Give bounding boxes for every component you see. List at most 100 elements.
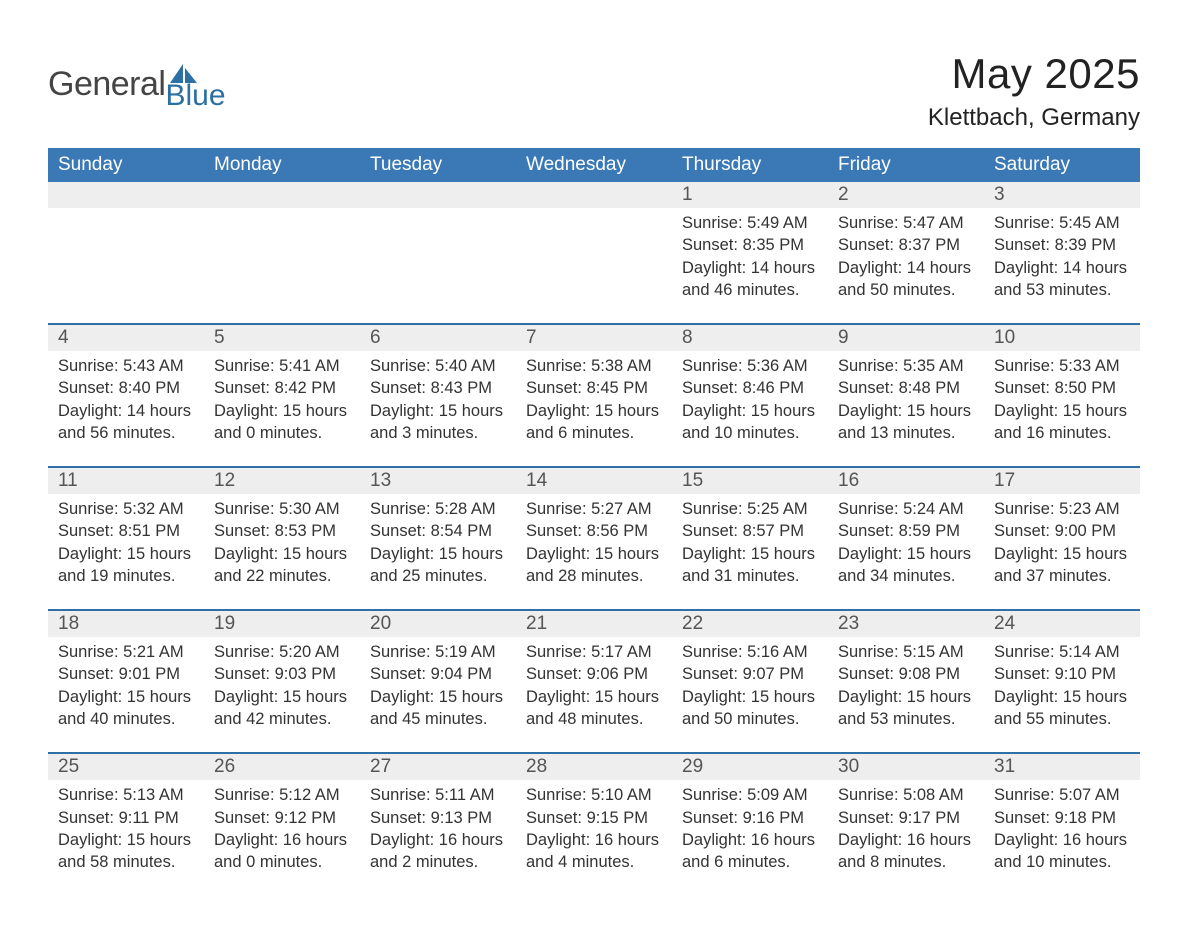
day-details: Sunrise: 5:24 AMSunset: 8:59 PMDaylight:…: [828, 498, 984, 587]
sunset-label: Sunset:: [370, 379, 426, 397]
day-details: Sunrise: 5:12 AMSunset: 9:12 PMDaylight:…: [204, 784, 360, 873]
day-number: 11: [48, 468, 204, 494]
location-label: Klettbach, Germany: [928, 104, 1140, 132]
daylight-line: Daylight: 15 hours and 22 minutes.: [214, 543, 354, 588]
sunset-value: 8:50 PM: [1055, 379, 1116, 397]
day-details: Sunrise: 5:16 AMSunset: 9:07 PMDaylight:…: [672, 641, 828, 730]
daylight-line: Daylight: 15 hours and 40 minutes.: [58, 686, 198, 731]
day-number: 9: [828, 325, 984, 351]
sunset-label: Sunset:: [682, 809, 738, 827]
sunset-value: 8:53 PM: [275, 522, 336, 540]
sunrise-value: 5:27 AM: [591, 500, 652, 518]
sunset-line: Sunset: 9:13 PM: [370, 807, 510, 829]
daylight-label: Daylight:: [838, 831, 902, 849]
sunrise-label: Sunrise:: [838, 786, 899, 804]
daylight-line: Daylight: 15 hours and 53 minutes.: [838, 686, 978, 731]
sunrise-line: Sunrise: 5:20 AM: [214, 641, 354, 663]
day-details: Sunrise: 5:08 AM Sunset: 9:17 PM Daylight:…: [828, 784, 984, 873]
sunset-value: 9:17 PM: [899, 809, 960, 827]
calendar-head: SundayMondayTuesdayWednesdayThursdayFrid…: [48, 148, 1140, 182]
daylight-label: Daylight:: [526, 688, 590, 706]
sunset-line: Sunset: 9:11 PM: [58, 807, 198, 829]
sunset-line: Sunset: 8:46 PM: [682, 377, 822, 399]
calendar-day-cell: 25Sunrise: 5:13 AMSunset: 9:11 PMDayligh…: [48, 753, 204, 895]
daylight-line: Daylight: 14 hours and 53 minutes.: [994, 257, 1134, 302]
day-number: 13: [360, 468, 516, 494]
daylight-line: Daylight: 15 hours and 58 minutes.: [58, 829, 198, 874]
sunrise-label: Sunrise:: [682, 357, 743, 375]
day-number: 12: [204, 468, 360, 494]
sunset-label: Sunset:: [838, 236, 894, 254]
sunset-value: 9:00 PM: [1055, 522, 1116, 540]
daylight-line: Daylight: 15 hours and 10 minutes.: [682, 400, 822, 445]
sunset-label: Sunset:: [214, 665, 270, 683]
day-number: 30: [828, 754, 984, 780]
sunset-line: Sunset: 8:57 PM: [682, 520, 822, 542]
day-details: Sunrise: 5:13 AMSunset: 9:11 PMDaylight:…: [48, 784, 204, 873]
sunset-line: Sunset: 9:18 PM: [994, 807, 1134, 829]
sunrise-value: 5:32 AM: [123, 500, 184, 518]
title-block: May 2025 Klettbach, Germany: [928, 50, 1140, 142]
sunset-line: Sunset: 8:56 PM: [526, 520, 666, 542]
daylight-label: Daylight:: [214, 688, 278, 706]
day-details: [48, 212, 204, 292]
sunrise-label: Sunrise:: [58, 786, 119, 804]
calendar-day-cell: 23Sunrise: 5:15 AMSunset: 9:08 PMDayligh…: [828, 610, 984, 753]
sunset-value: 9:15 PM: [587, 809, 648, 827]
day-number: 24: [984, 611, 1140, 637]
sunrise-line: Sunrise: 5:19 AM: [370, 641, 510, 663]
sunset-value: 8:37 PM: [899, 236, 960, 254]
sunrise-value: 5:20 AM: [279, 643, 340, 661]
sunset-value: 8:54 PM: [431, 522, 492, 540]
weekday-header: Wednesday: [516, 148, 672, 182]
day-number: 22: [672, 611, 828, 637]
daylight-line: Daylight: 16 hours and 8 minutes.: [838, 829, 978, 874]
daylight-line: Daylight: 15 hours and 55 minutes.: [994, 686, 1134, 731]
day-number: 1: [672, 182, 828, 208]
sunset-line: Sunset: 9:04 PM: [370, 663, 510, 685]
calendar-day-cell: 14Sunrise: 5:27 AMSunset: 8:56 PMDayligh…: [516, 467, 672, 610]
calendar-day-cell: 24Sunrise: 5:14 AMSunset: 9:10 PMDayligh…: [984, 610, 1140, 753]
sunset-label: Sunset:: [526, 379, 582, 397]
sunset-value: 8:46 PM: [743, 379, 804, 397]
sunrise-line: Sunrise: 5:41 AM: [214, 355, 354, 377]
sunset-label: Sunset:: [58, 665, 114, 683]
sunrise-line: Sunrise: 5:07 AM: [994, 784, 1134, 806]
day-details: Sunrise: 5:45 AMSunset: 8:39 PMDaylight:…: [984, 212, 1140, 301]
calendar-day-cell: 17Sunrise: 5:23 AMSunset: 9:00 PMDayligh…: [984, 467, 1140, 610]
sunset-label: Sunset:: [994, 809, 1050, 827]
day-number: 6: [360, 325, 516, 351]
sunrise-line: Sunrise: 5:10 AM: [526, 784, 666, 806]
weekday-header: Sunday: [48, 148, 204, 182]
sunrise-value: 5:41 AM: [279, 357, 340, 375]
sunset-line: Sunset: 8:53 PM: [214, 520, 354, 542]
sunset-label: Sunset:: [838, 522, 894, 540]
logo: General Blue: [48, 58, 226, 109]
daylight-line: Daylight: 15 hours and 0 minutes.: [214, 400, 354, 445]
sunset-value: 8:42 PM: [275, 379, 336, 397]
sunrise-line: Sunrise: 5:08 AM: [838, 784, 978, 806]
sunset-value: 8:39 PM: [1055, 236, 1116, 254]
calendar-day-cell: 15Sunrise: 5:25 AMSunset: 8:57 PMDayligh…: [672, 467, 828, 610]
sunset-value: 8:43 PM: [431, 379, 492, 397]
daylight-line: Daylight: 15 hours and 3 minutes.: [370, 400, 510, 445]
day-details: Sunrise: 5:07 AMSunset: 9:18 PM Daylight:…: [984, 784, 1140, 873]
sunrise-value: 5:14 AM: [1059, 643, 1120, 661]
sunset-label: Sunset:: [58, 379, 114, 397]
daylight-label: Daylight:: [994, 831, 1058, 849]
sunrise-value: 5:33 AM: [1059, 357, 1120, 375]
day-details: Sunrise: 5:10 AMSunset: 9:15 PMDaylight:…: [516, 784, 672, 873]
sunrise-value: 5:11 AM: [435, 786, 494, 804]
sunrise-label: Sunrise:: [214, 786, 275, 804]
day-details: Sunrise: 5:41 AMSunset: 8:42 PMDaylight:…: [204, 355, 360, 444]
daylight-label: Daylight:: [682, 259, 746, 277]
sunset-label: Sunset:: [838, 809, 894, 827]
day-number: 3: [984, 182, 1140, 208]
sunrise-line: Sunrise: 5:45 AM: [994, 212, 1134, 234]
sunrise-value: 5:12 AM: [279, 786, 340, 804]
sunset-value: 8:35 PM: [743, 236, 804, 254]
daylight-line: Daylight: 14 hours and 46 minutes.: [682, 257, 822, 302]
calendar-day-cell: 20Sunrise: 5:19 AMSunset: 9:04 PMDayligh…: [360, 610, 516, 753]
day-details: Sunrise: 5:11 AMSunset: 9:13 PMDaylight:…: [360, 784, 516, 873]
sunrise-value: 5:16 AM: [747, 643, 808, 661]
